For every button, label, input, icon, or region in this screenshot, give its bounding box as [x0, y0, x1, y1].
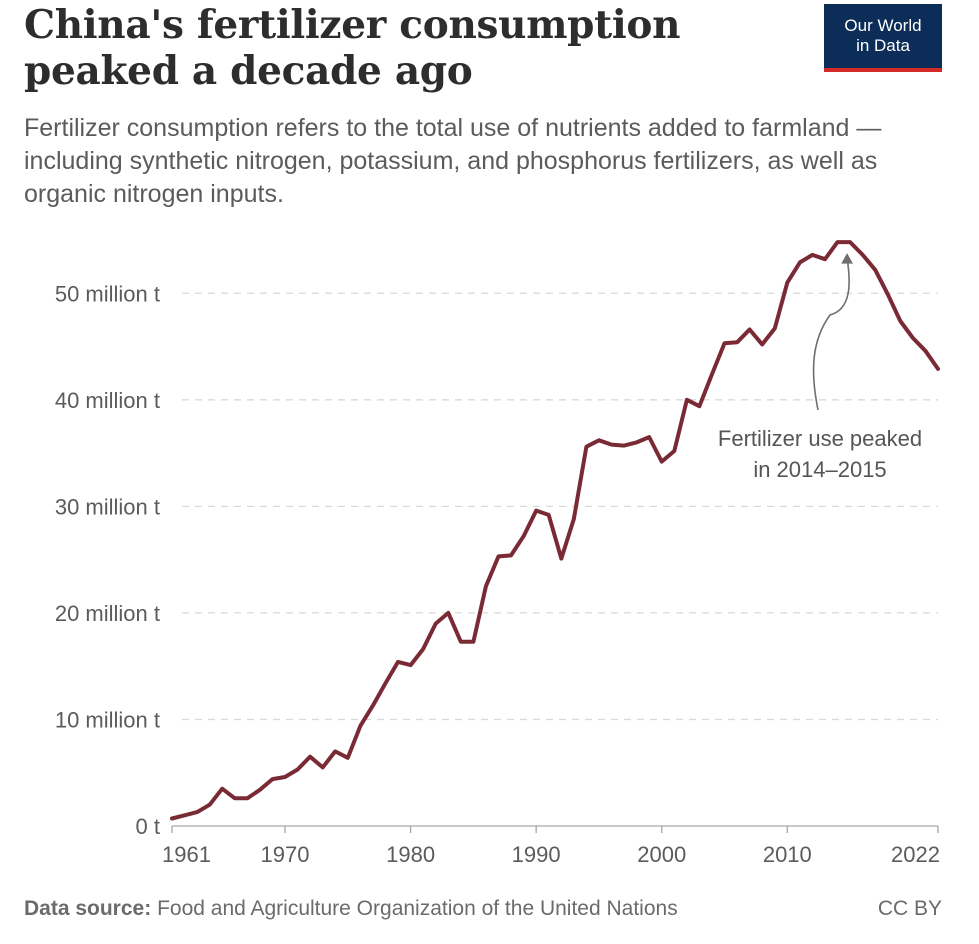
- peak-annotation: Fertilizer use peaked in 2014–2015: [718, 253, 922, 482]
- gridlines: [182, 292, 938, 721]
- y-tick-label: 10 million t: [55, 707, 160, 732]
- y-tick-label: 20 million t: [55, 601, 160, 626]
- source-text[interactable]: Food and Agriculture Organization of the…: [157, 897, 678, 920]
- chart-title: China's fertilizer consumption peaked a …: [24, 2, 681, 94]
- x-tick-label: 1970: [261, 842, 310, 867]
- y-tick-label: 40 million t: [55, 388, 160, 413]
- x-tick-label: 2000: [637, 842, 686, 867]
- x-tick-label: 2010: [763, 842, 812, 867]
- annotation-arrow-line: [812, 258, 850, 411]
- y-tick-label: 50 million t: [55, 281, 160, 306]
- x-tick-label: 2022: [891, 842, 940, 867]
- series-line[interactable]: [170, 240, 940, 821]
- owid-logo[interactable]: Our World in Data: [824, 4, 942, 72]
- license-badge[interactable]: CC BY: [877, 897, 942, 920]
- chart-footer: Data source: Food and Agriculture Organi…: [24, 897, 942, 921]
- source-label: Data source:: [24, 897, 152, 920]
- logo-line-2: in Data: [856, 36, 910, 55]
- x-axis: 1961 1970 1980 1990 2000 2010 2022: [162, 825, 940, 867]
- y-tick-label: 0 t: [136, 814, 160, 839]
- annotation-arrowhead-icon: [841, 253, 853, 264]
- annotation-text: in 2014–2015: [753, 457, 886, 482]
- y-tick-label: 30 million t: [55, 494, 160, 519]
- series-layer: [170, 240, 940, 821]
- chart-subtitle: Fertilizer consumption refers to the tot…: [24, 114, 882, 208]
- x-tick-label: 1980: [386, 842, 435, 867]
- x-tick-label: 1990: [512, 842, 561, 867]
- annotation-text: Fertilizer use peaked: [718, 426, 922, 451]
- y-axis-ticks: 0 t 10 million t 20 million t 30 million t 4…: [55, 281, 160, 839]
- x-tick-label: 1961: [162, 842, 211, 867]
- logo-line-1: Our World: [844, 16, 922, 35]
